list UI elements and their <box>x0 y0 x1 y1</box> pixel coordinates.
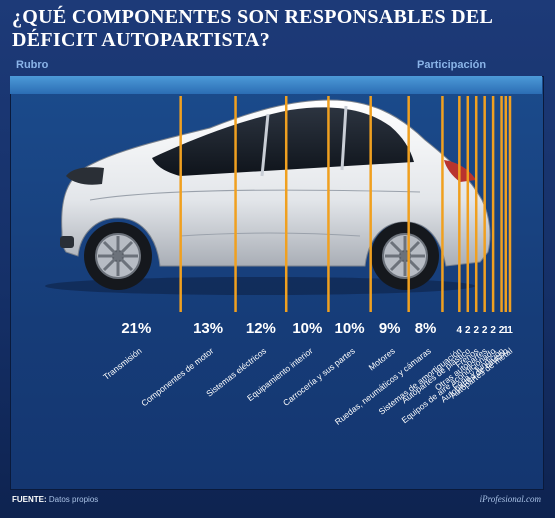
car-illustration <box>45 99 491 295</box>
value-label: 2 <box>473 325 479 336</box>
brand-watermark: iProfesional.com <box>479 494 541 504</box>
panel-header-strip <box>10 76 542 94</box>
value-label: 13% <box>193 320 223 337</box>
value-label: 2 <box>482 325 488 336</box>
infographic-title: ¿QUÉ COMPONENTES SON RESPONSABLES DEL DÉ… <box>12 6 493 51</box>
rear-wheel <box>371 222 439 290</box>
value-label: 2 <box>490 325 496 336</box>
value-label: 8% <box>415 320 437 337</box>
source-text: Datos propios <box>48 495 99 504</box>
source-note: FUENTE: Datos propios <box>12 495 98 504</box>
value-label: 2 <box>499 325 505 336</box>
front-wheel <box>84 222 152 290</box>
value-label: 10% <box>292 320 322 337</box>
category-label: Transmisión <box>101 346 144 382</box>
value-label: 4 <box>457 325 463 336</box>
value-label: 21% <box>121 320 151 337</box>
category-label: Carrocería y sus partes <box>281 346 357 408</box>
value-label: 1 <box>507 325 513 336</box>
value-label: 2 <box>465 325 471 336</box>
value-label: 9% <box>379 320 401 337</box>
category-label: Motores <box>367 346 397 373</box>
value-label: 12% <box>246 320 276 337</box>
rubro-header: Rubro <box>16 59 49 71</box>
category-label: Componentes de motor <box>139 346 215 409</box>
source-label: FUENTE: <box>12 495 47 504</box>
participacion-header: Participación <box>417 59 487 71</box>
value-label: 10% <box>335 320 365 337</box>
value-label: 1 <box>503 325 509 336</box>
